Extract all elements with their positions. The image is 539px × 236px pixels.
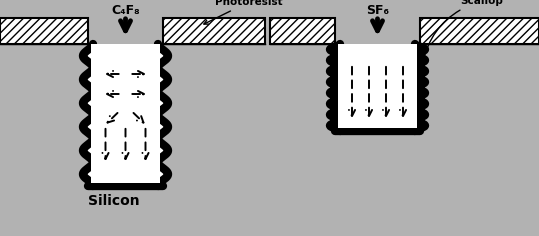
Bar — [91, 44, 160, 183]
Bar — [88, 44, 163, 186]
Text: Scallop: Scallop — [422, 0, 503, 62]
Text: C₄F₈: C₄F₈ — [111, 4, 140, 17]
Text: Photoresist: Photoresist — [204, 0, 282, 24]
Bar — [335, 44, 420, 131]
Bar — [0, 18, 88, 44]
Bar — [338, 44, 417, 128]
Bar — [420, 18, 539, 44]
Bar — [163, 18, 265, 44]
Bar — [270, 0, 539, 236]
Bar — [270, 18, 335, 44]
Text: Silicon: Silicon — [88, 194, 140, 208]
Text: SF₆: SF₆ — [366, 4, 389, 17]
Bar — [0, 0, 265, 236]
